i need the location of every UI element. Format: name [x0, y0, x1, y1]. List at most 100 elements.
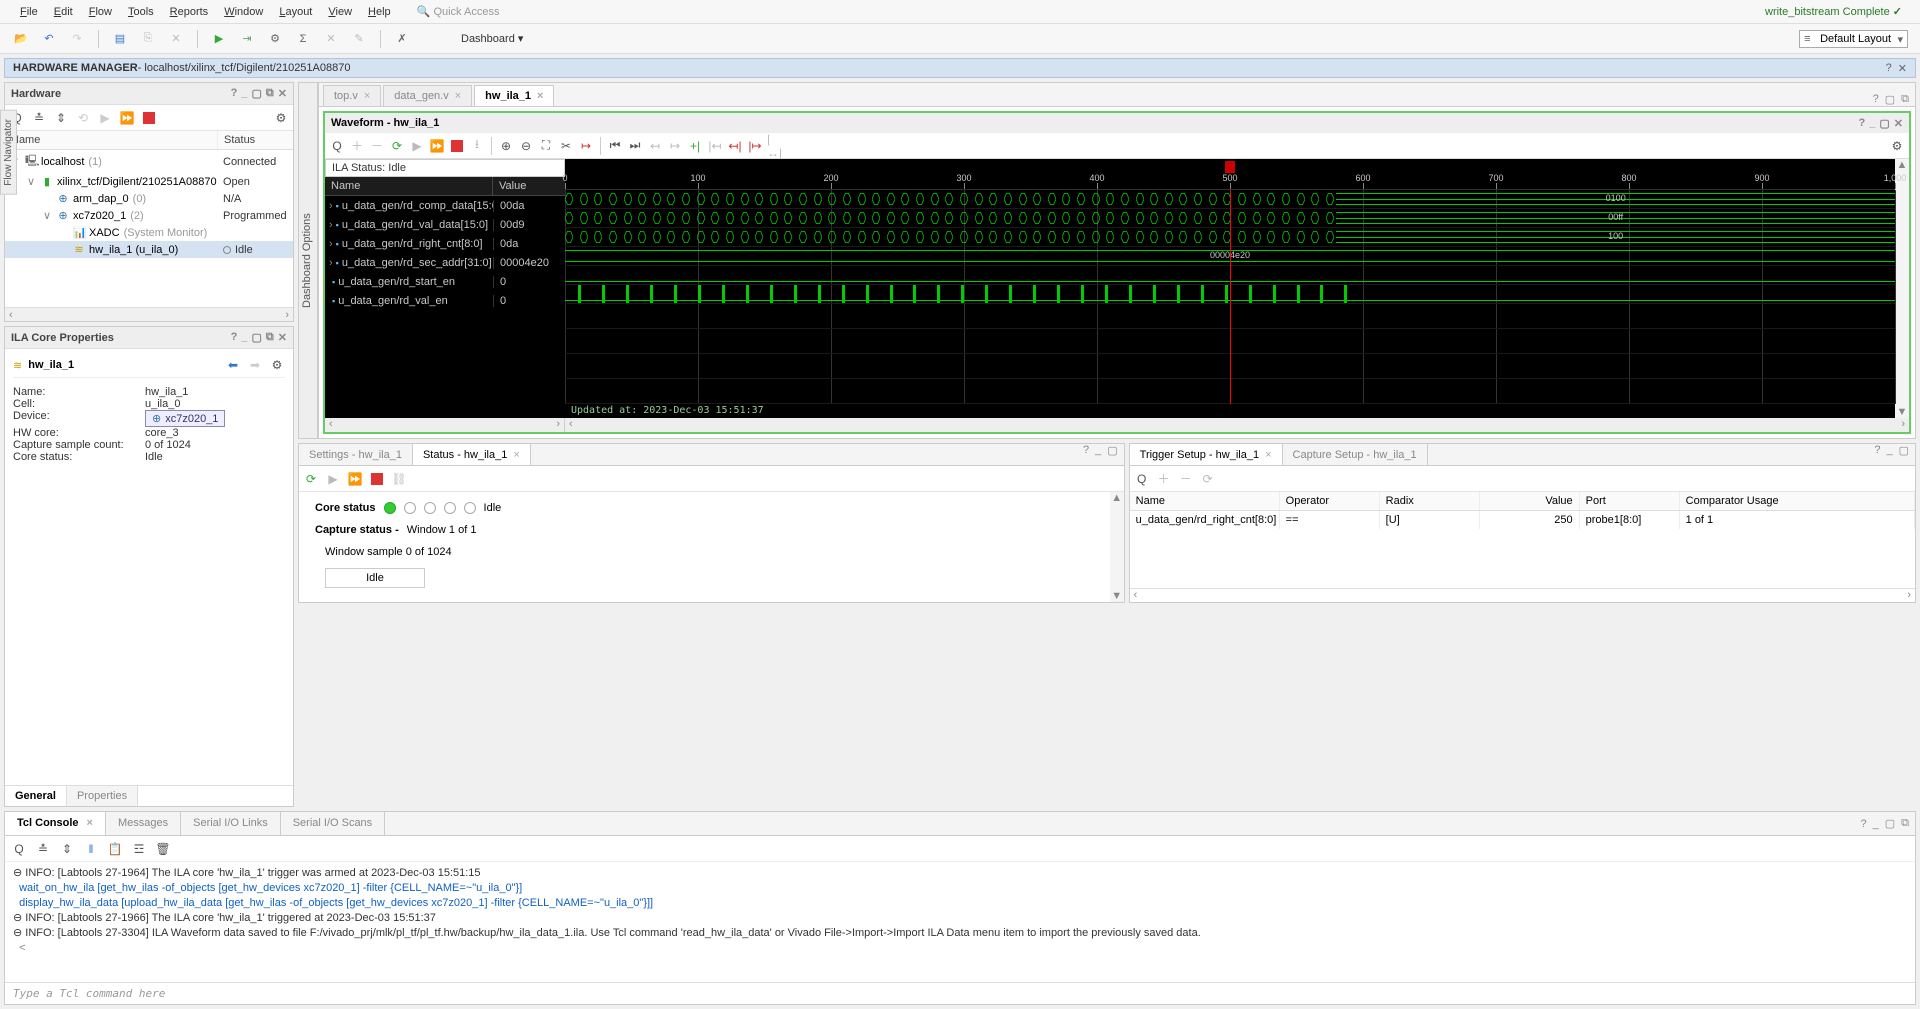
ff-icon[interactable]: ⏩: [429, 138, 445, 154]
hw-tree-row[interactable]: ≋hw_ila_1 (u_ila_0)Idle: [5, 241, 293, 258]
help-icon[interactable]: ?: [1860, 818, 1866, 830]
maximize-icon[interactable]: ▢: [1885, 93, 1895, 106]
status-tab[interactable]: Status - hw_ila_1×: [413, 444, 531, 465]
console-tab[interactable]: Tcl Console×: [5, 812, 106, 835]
scroll-right-icon[interactable]: ›: [1901, 418, 1905, 432]
remove-icon[interactable]: －: [369, 138, 385, 154]
goto-icon[interactable]: ↦: [578, 138, 594, 154]
signal-row[interactable]: ▪u_data_gen/rd_val_en0: [325, 291, 565, 310]
stop-icon[interactable]: [369, 471, 385, 487]
expand-icon[interactable]: ⇕: [53, 110, 69, 126]
signal-row[interactable]: ›▪u_data_gen/rd_comp_data[15:0]00da: [325, 196, 565, 215]
maximize-icon[interactable]: ▢: [1899, 444, 1909, 465]
signal-row[interactable]: ›▪u_data_gen/rd_val_data[15:0]00d9: [325, 215, 565, 234]
close-tab-icon[interactable]: ×: [513, 449, 519, 461]
quick-access[interactable]: 🔍 Quick Access: [411, 3, 506, 20]
restore-icon[interactable]: ⧉: [1901, 817, 1909, 830]
scroll-left-icon[interactable]: ‹: [569, 418, 573, 432]
trigger-row[interactable]: u_data_gen/rd_right_cnt[8:0]==[U]250prob…: [1130, 511, 1915, 529]
refresh-icon[interactable]: ⟳: [1200, 471, 1216, 487]
stop-icon[interactable]: [141, 110, 157, 126]
trigger-tab[interactable]: Trigger Setup - hw_ila_1×: [1130, 444, 1283, 465]
collapse-icon[interactable]: ≛: [31, 110, 47, 126]
scroll-right-icon[interactable]: ›: [556, 418, 560, 432]
minimize-icon[interactable]: _: [1886, 444, 1892, 465]
menu-file[interactable]: File: [12, 3, 46, 21]
scroll-right-icon[interactable]: ›: [285, 309, 289, 321]
waveform-canvas[interactable]: 01002003004005006007008009001,000 010000…: [565, 159, 1895, 418]
add-icon[interactable]: ＋: [1156, 471, 1172, 487]
tcl-input[interactable]: Type a Tcl command here: [5, 982, 1915, 1004]
scroll-left-icon[interactable]: ‹: [329, 418, 333, 432]
back-icon[interactable]: ⬅: [225, 357, 241, 373]
minimize-icon[interactable]: _: [1095, 444, 1101, 465]
copy-icon[interactable]: ⎘: [139, 30, 157, 48]
menu-view[interactable]: View: [320, 3, 360, 21]
menu-window[interactable]: Window: [216, 3, 271, 21]
scroll-down-icon[interactable]: ▼: [1897, 406, 1908, 418]
scroll-up-icon[interactable]: ▲: [1897, 159, 1908, 171]
scroll-down-icon[interactable]: ▼: [1111, 590, 1122, 602]
rearm-icon[interactable]: ⟳: [389, 138, 405, 154]
hw-tree-row[interactable]: ∨⊕xc7z020_1 (2)Programmed: [5, 207, 293, 224]
console-tab[interactable]: Serial I/O Links: [181, 812, 281, 835]
menu-edit[interactable]: Edit: [46, 3, 81, 21]
maximize-icon[interactable]: ▢: [1879, 117, 1889, 130]
maximize-icon[interactable]: ▢: [1107, 444, 1117, 465]
help-icon[interactable]: ?: [231, 331, 238, 344]
expand-icon[interactable]: ⇕: [59, 841, 75, 857]
rearm-icon[interactable]: ⟳: [303, 471, 319, 487]
export-icon[interactable]: ⭳: [469, 138, 485, 154]
close-tab-icon[interactable]: ×: [537, 90, 543, 102]
editor-tab[interactable]: top.v×: [323, 85, 381, 106]
editor-tab[interactable]: data_gen.v×: [383, 85, 472, 106]
next-tr-icon[interactable]: ↦: [667, 138, 683, 154]
redo-icon[interactable]: ↷: [68, 30, 86, 48]
add-marker-icon[interactable]: +|: [687, 138, 703, 154]
zoom-in-icon[interactable]: ⊕: [498, 138, 514, 154]
search-icon[interactable]: Q: [1134, 471, 1150, 487]
device-chip-link[interactable]: ⊕xc7z020_1: [145, 410, 225, 427]
ff-icon[interactable]: ⏩: [119, 110, 135, 126]
next-edge-icon[interactable]: ⏭: [627, 138, 643, 154]
refresh-icon[interactable]: ⟲: [75, 110, 91, 126]
trigger-tab[interactable]: Capture Setup - hw_ila_1: [1283, 444, 1428, 465]
hw-tree-row[interactable]: ⊕arm_dap_0 (0)N/A: [5, 190, 293, 207]
prev-tr-icon[interactable]: ↤: [647, 138, 663, 154]
close-panel-icon[interactable]: ✕: [278, 331, 287, 344]
ff-icon[interactable]: ⏩: [347, 471, 363, 487]
hw-tree-row[interactable]: 📊XADC (System Monitor): [5, 224, 293, 241]
add-icon[interactable]: ＋: [349, 138, 365, 154]
marker3-icon[interactable]: |↦: [747, 138, 763, 154]
maximize-icon[interactable]: ▢: [1885, 817, 1895, 830]
gear-icon[interactable]: ⚙: [273, 110, 289, 126]
run-icon[interactable]: ▶: [210, 30, 228, 48]
trash-icon[interactable]: 🗑: [155, 841, 171, 857]
menu-reports[interactable]: Reports: [162, 3, 217, 21]
search-icon[interactable]: Q: [329, 138, 345, 154]
marker4-icon[interactable]: |↔|: [767, 138, 783, 154]
list-icon[interactable]: ☲: [131, 841, 147, 857]
restore-icon[interactable]: ⧉: [266, 87, 274, 100]
close-tab-icon[interactable]: ×: [364, 90, 370, 102]
stop-icon[interactable]: [449, 138, 465, 154]
layout-dropdown[interactable]: Default Layout: [1799, 30, 1908, 48]
hw-tree-row[interactable]: ∨▮xilinx_tcf/Digilent/210251A08870Open: [5, 173, 293, 190]
scroll-up-icon[interactable]: ▲: [1111, 492, 1122, 504]
menu-layout[interactable]: Layout: [271, 3, 320, 21]
clipboard-icon[interactable]: 📋: [107, 841, 123, 857]
console-tab[interactable]: Messages: [106, 812, 181, 835]
menu-flow[interactable]: Flow: [81, 3, 120, 21]
nosim-icon[interactable]: ✗: [393, 30, 411, 48]
close-tab-icon[interactable]: ×: [87, 817, 93, 829]
close-icon[interactable]: ✕: [167, 30, 185, 48]
undo-icon[interactable]: ↶: [40, 30, 58, 48]
signal-row[interactable]: ›▪u_data_gen/rd_sec_addr[31:0]00004e20: [325, 253, 565, 272]
help-icon[interactable]: ?: [1873, 93, 1879, 106]
menu-tools[interactable]: Tools: [120, 3, 162, 21]
restore-icon[interactable]: ⧉: [266, 331, 274, 344]
play-icon[interactable]: ▶: [325, 471, 341, 487]
pause-icon[interactable]: ‖: [83, 841, 99, 857]
search-icon[interactable]: Q: [11, 841, 27, 857]
minimize-icon[interactable]: _: [241, 87, 247, 100]
